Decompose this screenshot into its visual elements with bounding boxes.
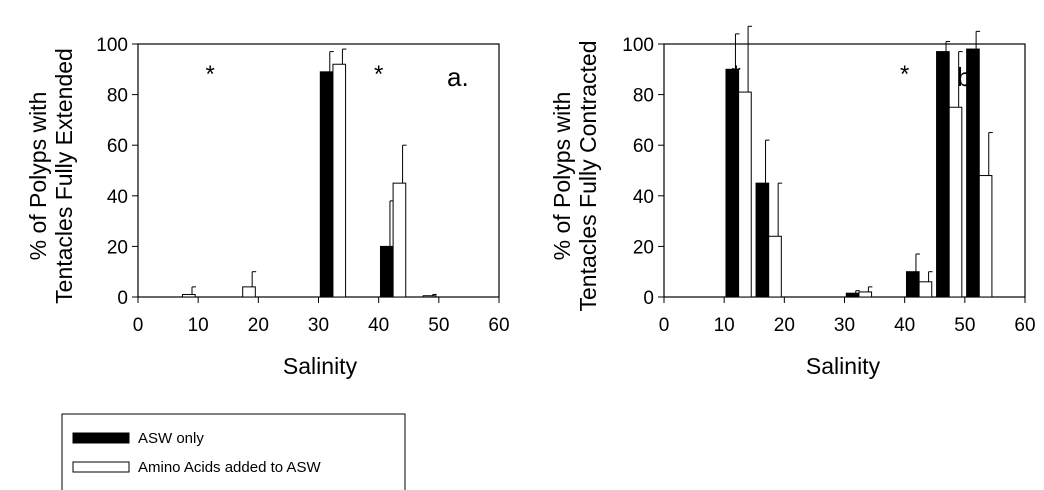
x-tick-label: 20 (774, 315, 795, 336)
significance-star: * (936, 61, 945, 88)
x-tick-label: 40 (894, 315, 915, 336)
y-tick-label: 0 (643, 288, 654, 309)
x-tick-label: 50 (954, 315, 975, 336)
bar-amino-acids (242, 286, 256, 298)
bar-amino-acids (422, 295, 437, 298)
significance-star: * (900, 61, 909, 88)
legend-swatch-asw (72, 432, 130, 444)
legend-box (61, 413, 406, 490)
significance-star: * (206, 61, 215, 88)
bar-amino-acids (978, 175, 993, 298)
x-tick-label: 0 (659, 315, 670, 336)
bar-amino-acids (948, 106, 963, 298)
y-axis-label-line2: Tentacles Fully Contracted (575, 40, 601, 311)
bar-amino-acids (738, 91, 752, 298)
y-axis-label-line2: Tentacles Fully Extended (51, 48, 77, 304)
x-tick-label: 10 (188, 315, 209, 336)
y-tick-label: 60 (107, 136, 128, 157)
x-tick-label: 60 (488, 315, 509, 336)
panel-label: a. (447, 62, 469, 92)
x-tick-label: 40 (368, 315, 389, 336)
y-tick-label: 100 (96, 35, 128, 56)
legend-swatch-amino (72, 461, 130, 473)
bar-asw-only (936, 51, 950, 298)
x-axis-label: Salinity (283, 353, 358, 379)
x-tick-label: 0 (133, 315, 144, 336)
y-tick-label: 80 (107, 86, 128, 107)
y-tick-label: 20 (107, 237, 128, 258)
y-tick-label: 20 (633, 237, 654, 258)
y-tick-label: 40 (633, 187, 654, 208)
plot-area: 0 20 40 60 80 100 0 10 20 30 40 50 60 * * * (622, 25, 1036, 336)
chart-panel-b: % of Polyps with Tentacles Fully Contrac… (549, 25, 1036, 379)
panel-label: b. (957, 62, 979, 92)
y-tick-label: 100 (622, 35, 654, 56)
bar-asw-only (966, 48, 980, 298)
bar-asw-only (845, 292, 860, 298)
significance-star: * (732, 61, 741, 88)
x-tick-label: 30 (308, 315, 329, 336)
chart-panel-a: % of Polyps with Tentacles Fully Extende… (25, 35, 510, 379)
plot-area: 0 20 40 60 80 100 0 10 20 30 40 50 60 * * (96, 35, 509, 336)
bar-amino-acids (392, 182, 407, 298)
y-tick-label: 0 (117, 288, 128, 309)
x-tick-label: 30 (834, 315, 855, 336)
bar-asw-only (905, 271, 920, 298)
bar-asw-only (755, 182, 770, 298)
bar-asw-only (319, 71, 334, 298)
significance-star: * (374, 61, 383, 88)
y-tick-label: 60 (633, 136, 654, 157)
bar-amino-acids (918, 281, 933, 298)
bar-asw-only (379, 245, 394, 298)
bar-asw-only (725, 68, 740, 298)
y-axis-label-line1: % of Polyps with (549, 92, 575, 261)
x-tick-label: 60 (1014, 315, 1035, 336)
bar-amino-acids (768, 235, 782, 298)
x-tick-label: 20 (248, 315, 269, 336)
legend: ASW only Amino Acids added to ASW (61, 413, 406, 490)
legend-label-asw: ASW only (138, 430, 204, 447)
y-axis-label-line1: % of Polyps with (25, 92, 51, 261)
y-tick-label: 40 (107, 187, 128, 208)
bar-amino-acids (332, 63, 347, 298)
x-tick-label: 10 (714, 315, 735, 336)
plot-frame (137, 43, 500, 298)
legend-label-amino: Amino Acids added to ASW (138, 459, 321, 476)
x-axis-label: Salinity (806, 353, 881, 379)
y-tick-label: 80 (633, 86, 654, 107)
bar-amino-acids (858, 291, 873, 298)
x-tick-label: 50 (428, 315, 449, 336)
bar-amino-acids (182, 293, 196, 298)
